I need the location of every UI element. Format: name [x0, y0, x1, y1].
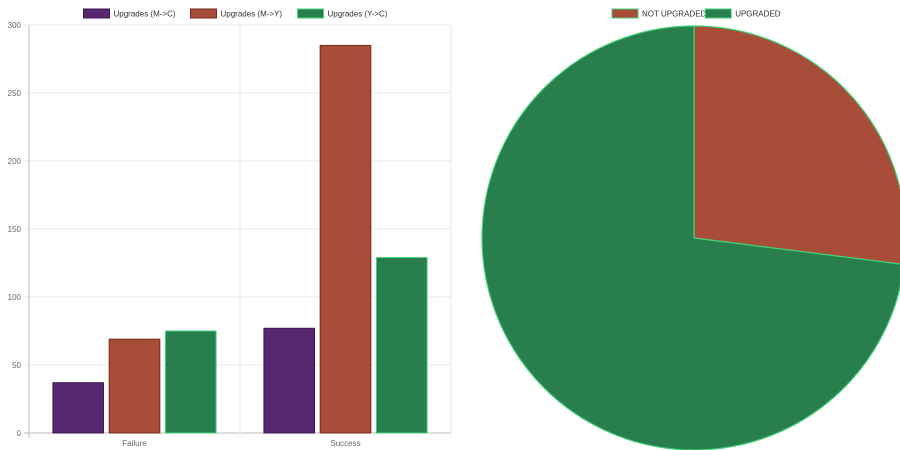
y-tick-label: 50 [12, 361, 21, 370]
y-tick-label: 100 [8, 293, 22, 302]
bar-success-series-1[interactable] [263, 327, 316, 434]
x-tick-label: Failure [122, 439, 147, 448]
bar-failure-series-1[interactable] [52, 382, 105, 434]
x-tick-label: Success [330, 439, 360, 448]
bar-failure-series-2[interactable] [108, 338, 161, 434]
y-tick-label: 250 [8, 89, 22, 98]
legend-label[interactable]: Upgrades (M->Y) [221, 10, 283, 19]
legend-swatch-series-1[interactable] [83, 8, 110, 19]
bar-success-series-2[interactable] [319, 44, 372, 434]
y-tick-label: 300 [8, 21, 22, 30]
legend-label[interactable]: NOT UPGRADED [642, 10, 707, 19]
bar-failure-series-3[interactable] [164, 330, 217, 434]
y-tick-label: 200 [8, 157, 22, 166]
legend-label[interactable]: Upgrades (Y->C) [328, 10, 388, 19]
legend-swatch-not-upgraded[interactable] [611, 8, 639, 19]
pie-slice-upgraded[interactable] [481, 25, 900, 450]
legend-label[interactable]: UPGRADED [735, 10, 781, 19]
legend-label[interactable]: Upgrades (M->C) [114, 10, 176, 19]
legend-swatch-series-2[interactable] [190, 8, 217, 19]
y-tick-label: 150 [8, 225, 22, 234]
bar-success-series-3[interactable] [375, 257, 428, 434]
legend-swatch-upgraded[interactable] [704, 8, 732, 19]
y-tick-label: 0 [17, 429, 22, 438]
legend-swatch-series-3[interactable] [297, 8, 324, 19]
pie-slice-not-upgraded[interactable] [693, 25, 900, 265]
